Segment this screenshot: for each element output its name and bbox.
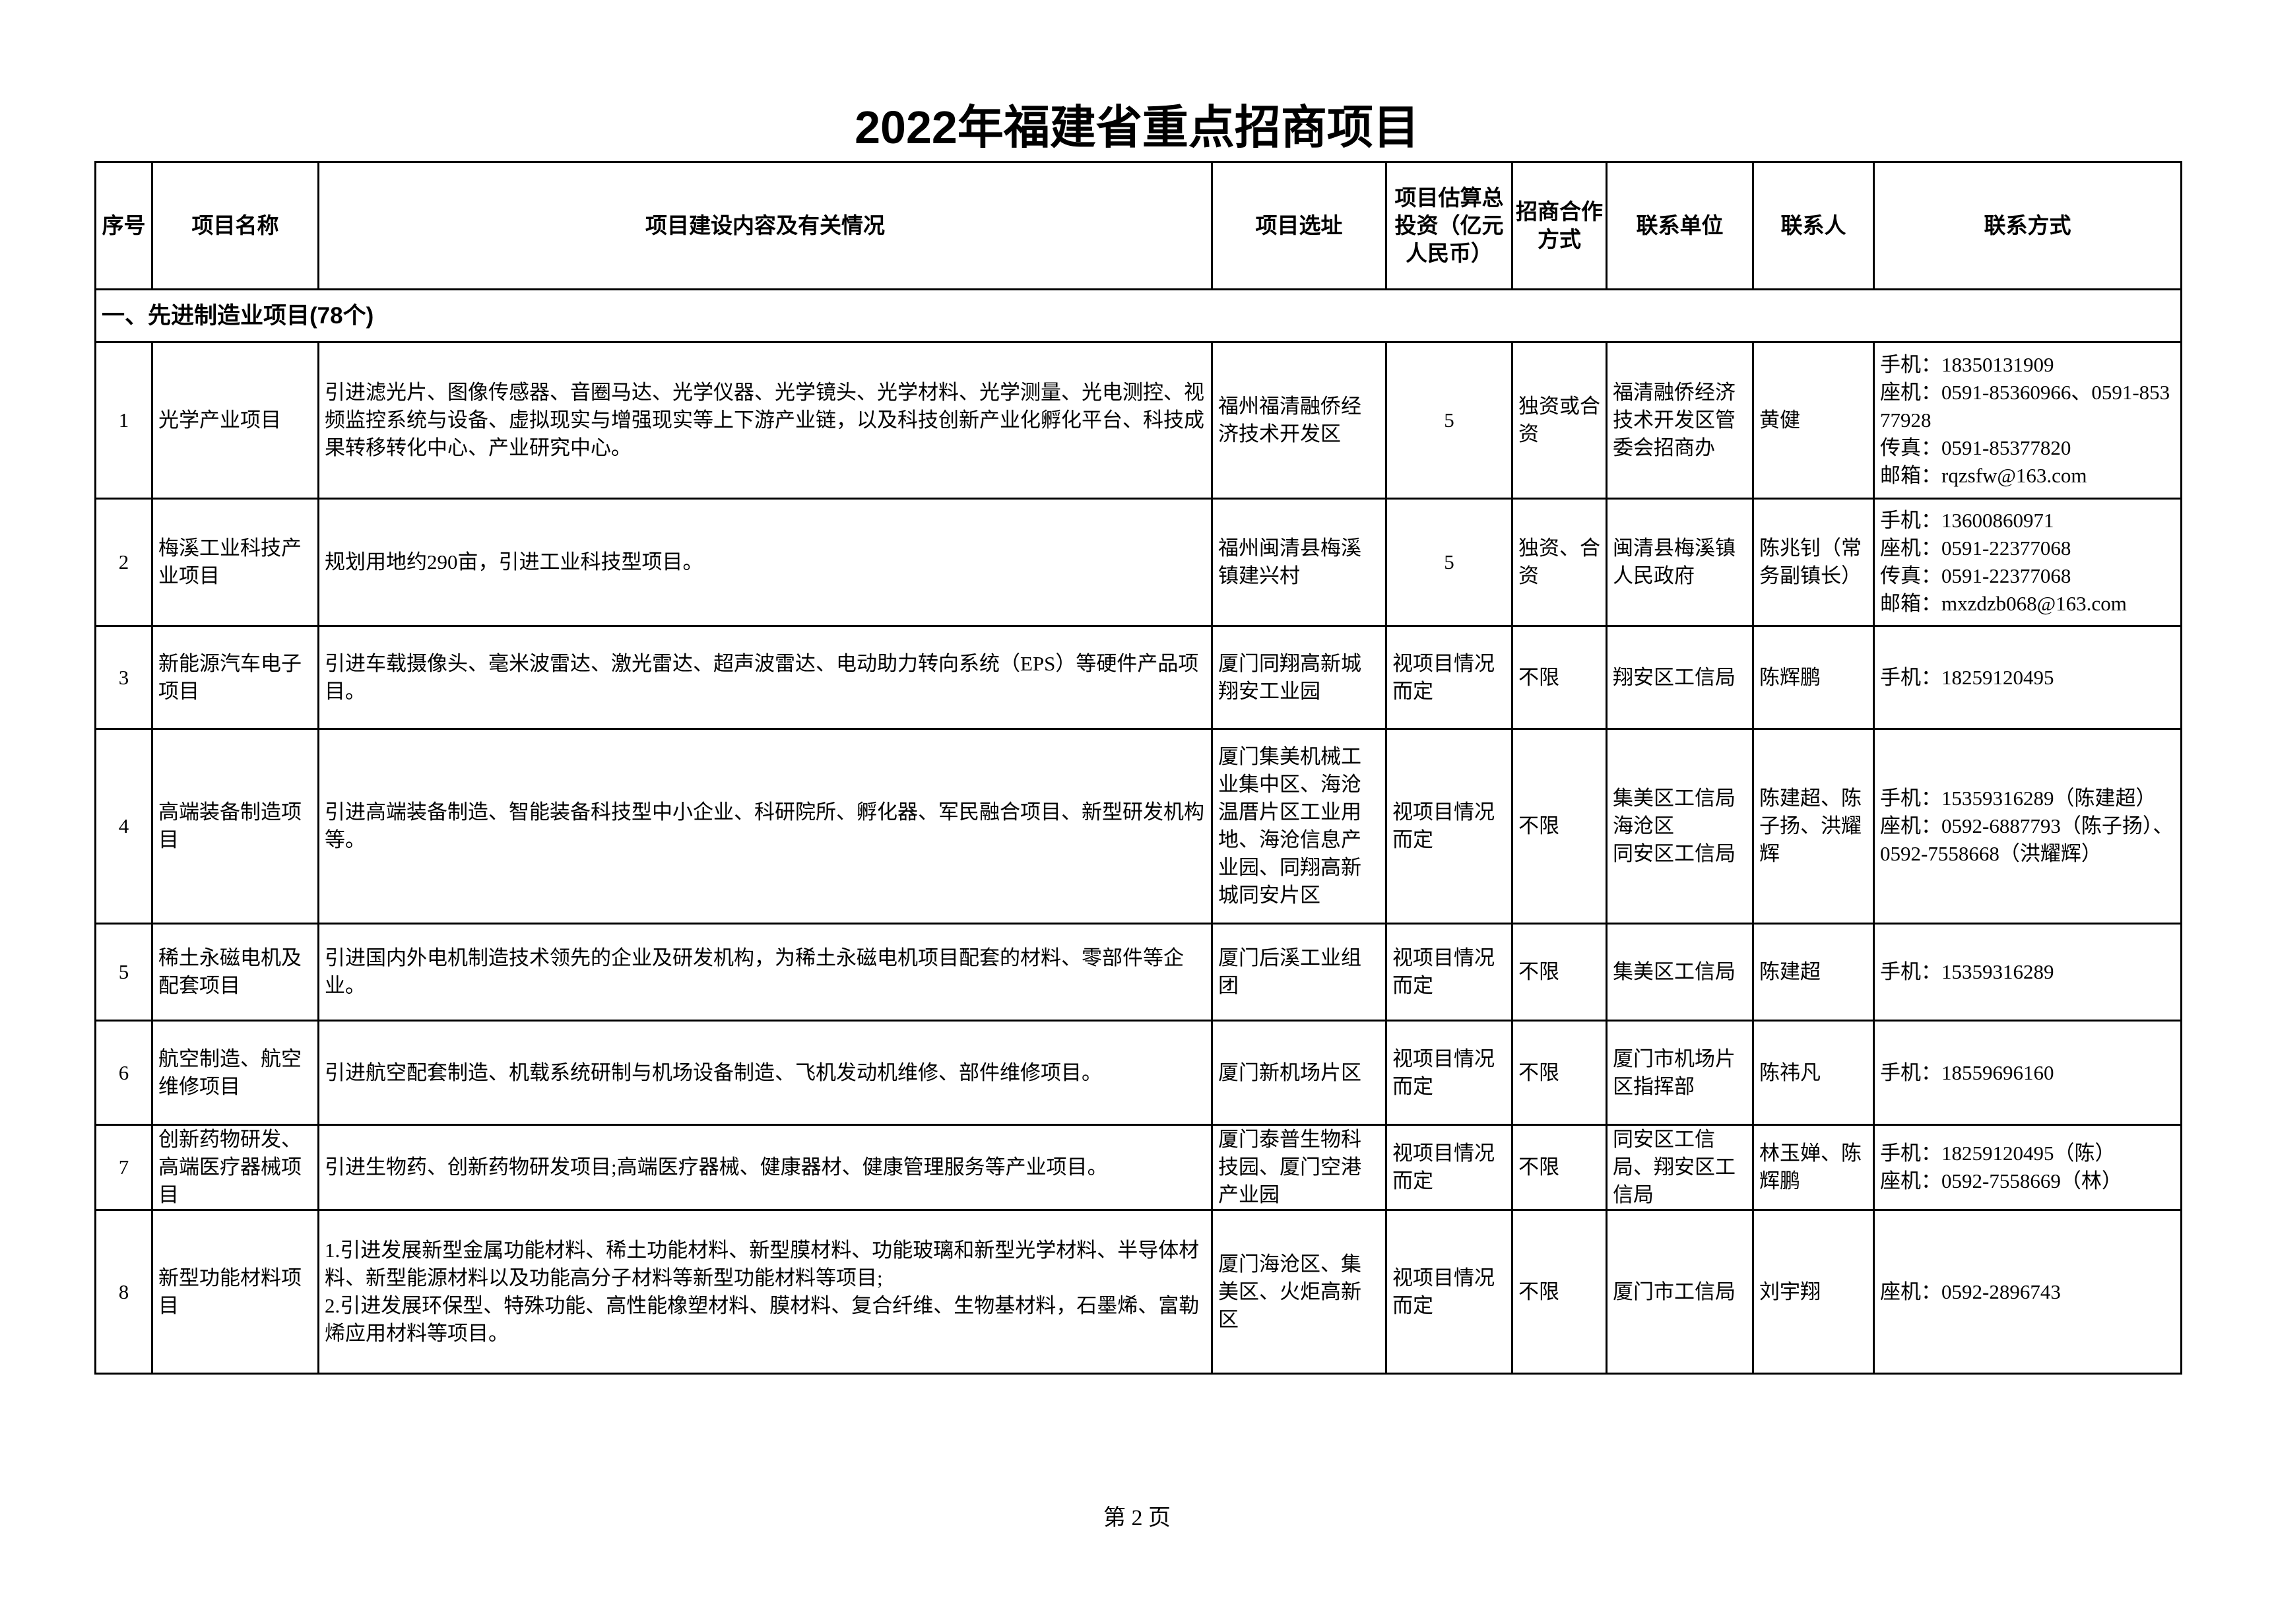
cell-mode: 不限 — [1511, 1209, 1608, 1375]
cell-site: 福州闽清县梅溪镇建兴村 — [1211, 498, 1387, 627]
cell-no: 2 — [94, 498, 153, 627]
cell-site: 厦门后溪工业组团 — [1211, 923, 1387, 1022]
cell-name: 创新药物研发、高端医疗器械项目 — [151, 1124, 319, 1211]
header-unit: 联系单位 — [1606, 161, 1754, 290]
cell-site: 厦门同翔高新城翔安工业园 — [1211, 625, 1387, 730]
cell-mode: 独资或合资 — [1511, 341, 1608, 500]
cell-investment: 视项目情况而定 — [1385, 1020, 1513, 1126]
cell-mode: 不限 — [1511, 625, 1608, 730]
cell-investment: 5 — [1385, 498, 1513, 627]
header-content: 项目建设内容及有关情况 — [317, 161, 1213, 290]
cell-no: 5 — [94, 923, 153, 1022]
cell-name: 航空制造、航空维修项目 — [151, 1020, 319, 1126]
cell-contact: 座机：0592-2896743 — [1873, 1209, 2182, 1375]
cell-person: 陈祎凡 — [1752, 1020, 1875, 1126]
cell-site: 厦门集美机械工业集中区、海沧温厝片区工业用地、海沧信息产业园、同翔高新城同安片区 — [1211, 728, 1387, 925]
cell-contact: 手机：18259120495 — [1873, 625, 2182, 730]
cell-mode: 不限 — [1511, 1020, 1608, 1126]
cell-name: 梅溪工业科技产业项目 — [151, 498, 319, 627]
cell-name: 稀土永磁电机及配套项目 — [151, 923, 319, 1022]
cell-contact: 手机：13600860971 座机：0591-22377068 传真：0591-… — [1873, 498, 2182, 627]
cell-investment: 视项目情况而定 — [1385, 728, 1513, 925]
projects-table: 序号 项目名称 项目建设内容及有关情况 项目选址 项目估算总投资（亿元人民币） … — [94, 161, 2182, 1375]
header-site: 项目选址 — [1211, 161, 1387, 290]
cell-person: 黄健 — [1752, 341, 1875, 500]
cell-content: 引进高端装备制造、智能装备科技型中小企业、科研院所、孵化器、军民融合项目、新型研… — [317, 728, 1213, 925]
cell-unit: 厦门市工信局 — [1606, 1209, 1754, 1375]
cell-content: 1.引进发展新型金属功能材料、稀土功能材料、新型膜材料、功能玻璃和新型光学材料、… — [317, 1209, 1213, 1375]
cell-mode: 不限 — [1511, 1124, 1608, 1211]
cell-unit: 翔安区工信局 — [1606, 625, 1754, 730]
table-row: 5 稀土永磁电机及配套项目 引进国内外电机制造技术领先的企业及研发机构，为稀土永磁电… — [94, 923, 2182, 1022]
cell-content: 引进航空配套制造、机载系统研制与机场设备制造、飞机发动机维修、部件维修项目。 — [317, 1020, 1213, 1126]
cell-investment: 视项目情况而定 — [1385, 923, 1513, 1022]
cell-contact: 手机：18259120495（陈） 座机：0592-7558669（林） — [1873, 1124, 2182, 1211]
cell-content: 规划用地约290亩，引进工业科技型项目。 — [317, 498, 1213, 627]
cell-no: 6 — [94, 1020, 153, 1126]
cell-investment: 5 — [1385, 341, 1513, 500]
cell-person: 陈辉鹏 — [1752, 625, 1875, 730]
header-name: 项目名称 — [151, 161, 319, 290]
cell-person: 陈兆钊（常务副镇长） — [1752, 498, 1875, 627]
cell-unit: 福清融侨经济技术开发区管委会招商办 — [1606, 341, 1754, 500]
cell-unit: 同安区工信局、翔安区工信局 — [1606, 1124, 1754, 1211]
cell-content: 引进国内外电机制造技术领先的企业及研发机构，为稀土永磁电机项目配套的材料、零部件… — [317, 923, 1213, 1022]
cell-no: 4 — [94, 728, 153, 925]
cell-no: 1 — [94, 341, 153, 500]
cell-site: 厦门泰普生物科技园、厦门空港产业园 — [1211, 1124, 1387, 1211]
cell-contact: 手机：18559696160 — [1873, 1020, 2182, 1126]
cell-mode: 不限 — [1511, 728, 1608, 925]
table-row: 2 梅溪工业科技产业项目 规划用地约290亩，引进工业科技型项目。 福州闽清县梅溪镇建… — [94, 498, 2182, 627]
cell-name: 高端装备制造项目 — [151, 728, 319, 925]
cell-unit: 厦门市机场片区指挥部 — [1606, 1020, 1754, 1126]
cell-unit: 闽清县梅溪镇人民政府 — [1606, 498, 1754, 627]
cell-mode: 不限 — [1511, 923, 1608, 1022]
page-title: 2022年福建省重点招商项目 — [855, 102, 1419, 153]
cell-unit: 集美区工信局 海沧区 同安区工信局 — [1606, 728, 1754, 925]
table-row: 4 高端装备制造项目 引进高端装备制造、智能装备科技型中小企业、科研院所、孵化器、军… — [94, 728, 2182, 925]
cell-name: 新能源汽车电子项目 — [151, 625, 319, 730]
table-row: 1 光学产业项目 引进滤光片、图像传感器、音圈马达、光学仪器、光学镜头、光学材料、光… — [94, 341, 2182, 500]
table-row: 6 航空制造、航空维修项目 引进航空配套制造、机载系统研制与机场设备制造、飞机发动机… — [94, 1020, 2182, 1126]
header-investment: 项目估算总投资（亿元人民币） — [1385, 161, 1513, 290]
cell-person: 陈建超、陈子扬、洪耀辉 — [1752, 728, 1875, 925]
header-row: 序号 项目名称 项目建设内容及有关情况 项目选址 项目估算总投资（亿元人民币） … — [94, 161, 2182, 290]
cell-person: 刘宇翔 — [1752, 1209, 1875, 1375]
table-row: 8 新型功能材料项目 1.引进发展新型金属功能材料、稀土功能材料、新型膜材料、功能玻… — [94, 1209, 2182, 1375]
cell-person: 陈建超 — [1752, 923, 1875, 1022]
cell-site: 厦门新机场片区 — [1211, 1020, 1387, 1126]
cell-content: 引进生物药、创新药物研发项目;高端医疗器械、健康器材、健康管理服务等产业项目。 — [317, 1124, 1213, 1211]
cell-investment: 视项目情况而定 — [1385, 625, 1513, 730]
cell-no: 8 — [94, 1209, 153, 1375]
cell-site: 厦门海沧区、集美区、火炬高新区 — [1211, 1209, 1387, 1375]
cell-name: 光学产业项目 — [151, 341, 319, 500]
cell-no: 3 — [94, 625, 153, 730]
cell-person: 林玉婵、陈辉鹏 — [1752, 1124, 1875, 1211]
header-mode: 招商合作方式 — [1511, 161, 1608, 290]
cell-content: 引进滤光片、图像传感器、音圈马达、光学仪器、光学镜头、光学材料、光学测量、光电测… — [317, 341, 1213, 500]
cell-no: 7 — [94, 1124, 153, 1211]
cell-name: 新型功能材料项目 — [151, 1209, 319, 1375]
table-row: 7 创新药物研发、高端医疗器械项目 引进生物药、创新药物研发项目;高端医疗器械、健康… — [94, 1124, 2182, 1211]
section-title: 一、先进制造业项目(78个) — [94, 288, 2182, 343]
table-row: 3 新能源汽车电子项目 引进车载摄像头、毫米波雷达、激光雷达、超声波雷达、电动助力转… — [94, 625, 2182, 730]
cell-mode: 独资、合资 — [1511, 498, 1608, 627]
cell-investment: 视项目情况而定 — [1385, 1124, 1513, 1211]
cell-contact: 手机：15359316289 — [1873, 923, 2182, 1022]
cell-investment: 视项目情况而定 — [1385, 1209, 1513, 1375]
header-person: 联系人 — [1752, 161, 1875, 290]
cell-contact: 手机：15359316289（陈建超） 座机：0592-6887793（陈子扬）… — [1873, 728, 2182, 925]
cell-contact: 手机：18350131909 座机：0591-85360966、0591-853… — [1873, 341, 2182, 500]
cell-unit: 集美区工信局 — [1606, 923, 1754, 1022]
header-contact: 联系方式 — [1873, 161, 2182, 290]
header-no: 序号 — [94, 161, 153, 290]
cell-content: 引进车载摄像头、毫米波雷达、激光雷达、超声波雷达、电动助力转向系统（EPS）等硬… — [317, 625, 1213, 730]
section-row: 一、先进制造业项目(78个) — [94, 288, 2182, 343]
page-number: 第 2 页 — [1103, 1506, 1171, 1530]
cell-site: 福州福清融侨经济技术开发区 — [1211, 341, 1387, 500]
